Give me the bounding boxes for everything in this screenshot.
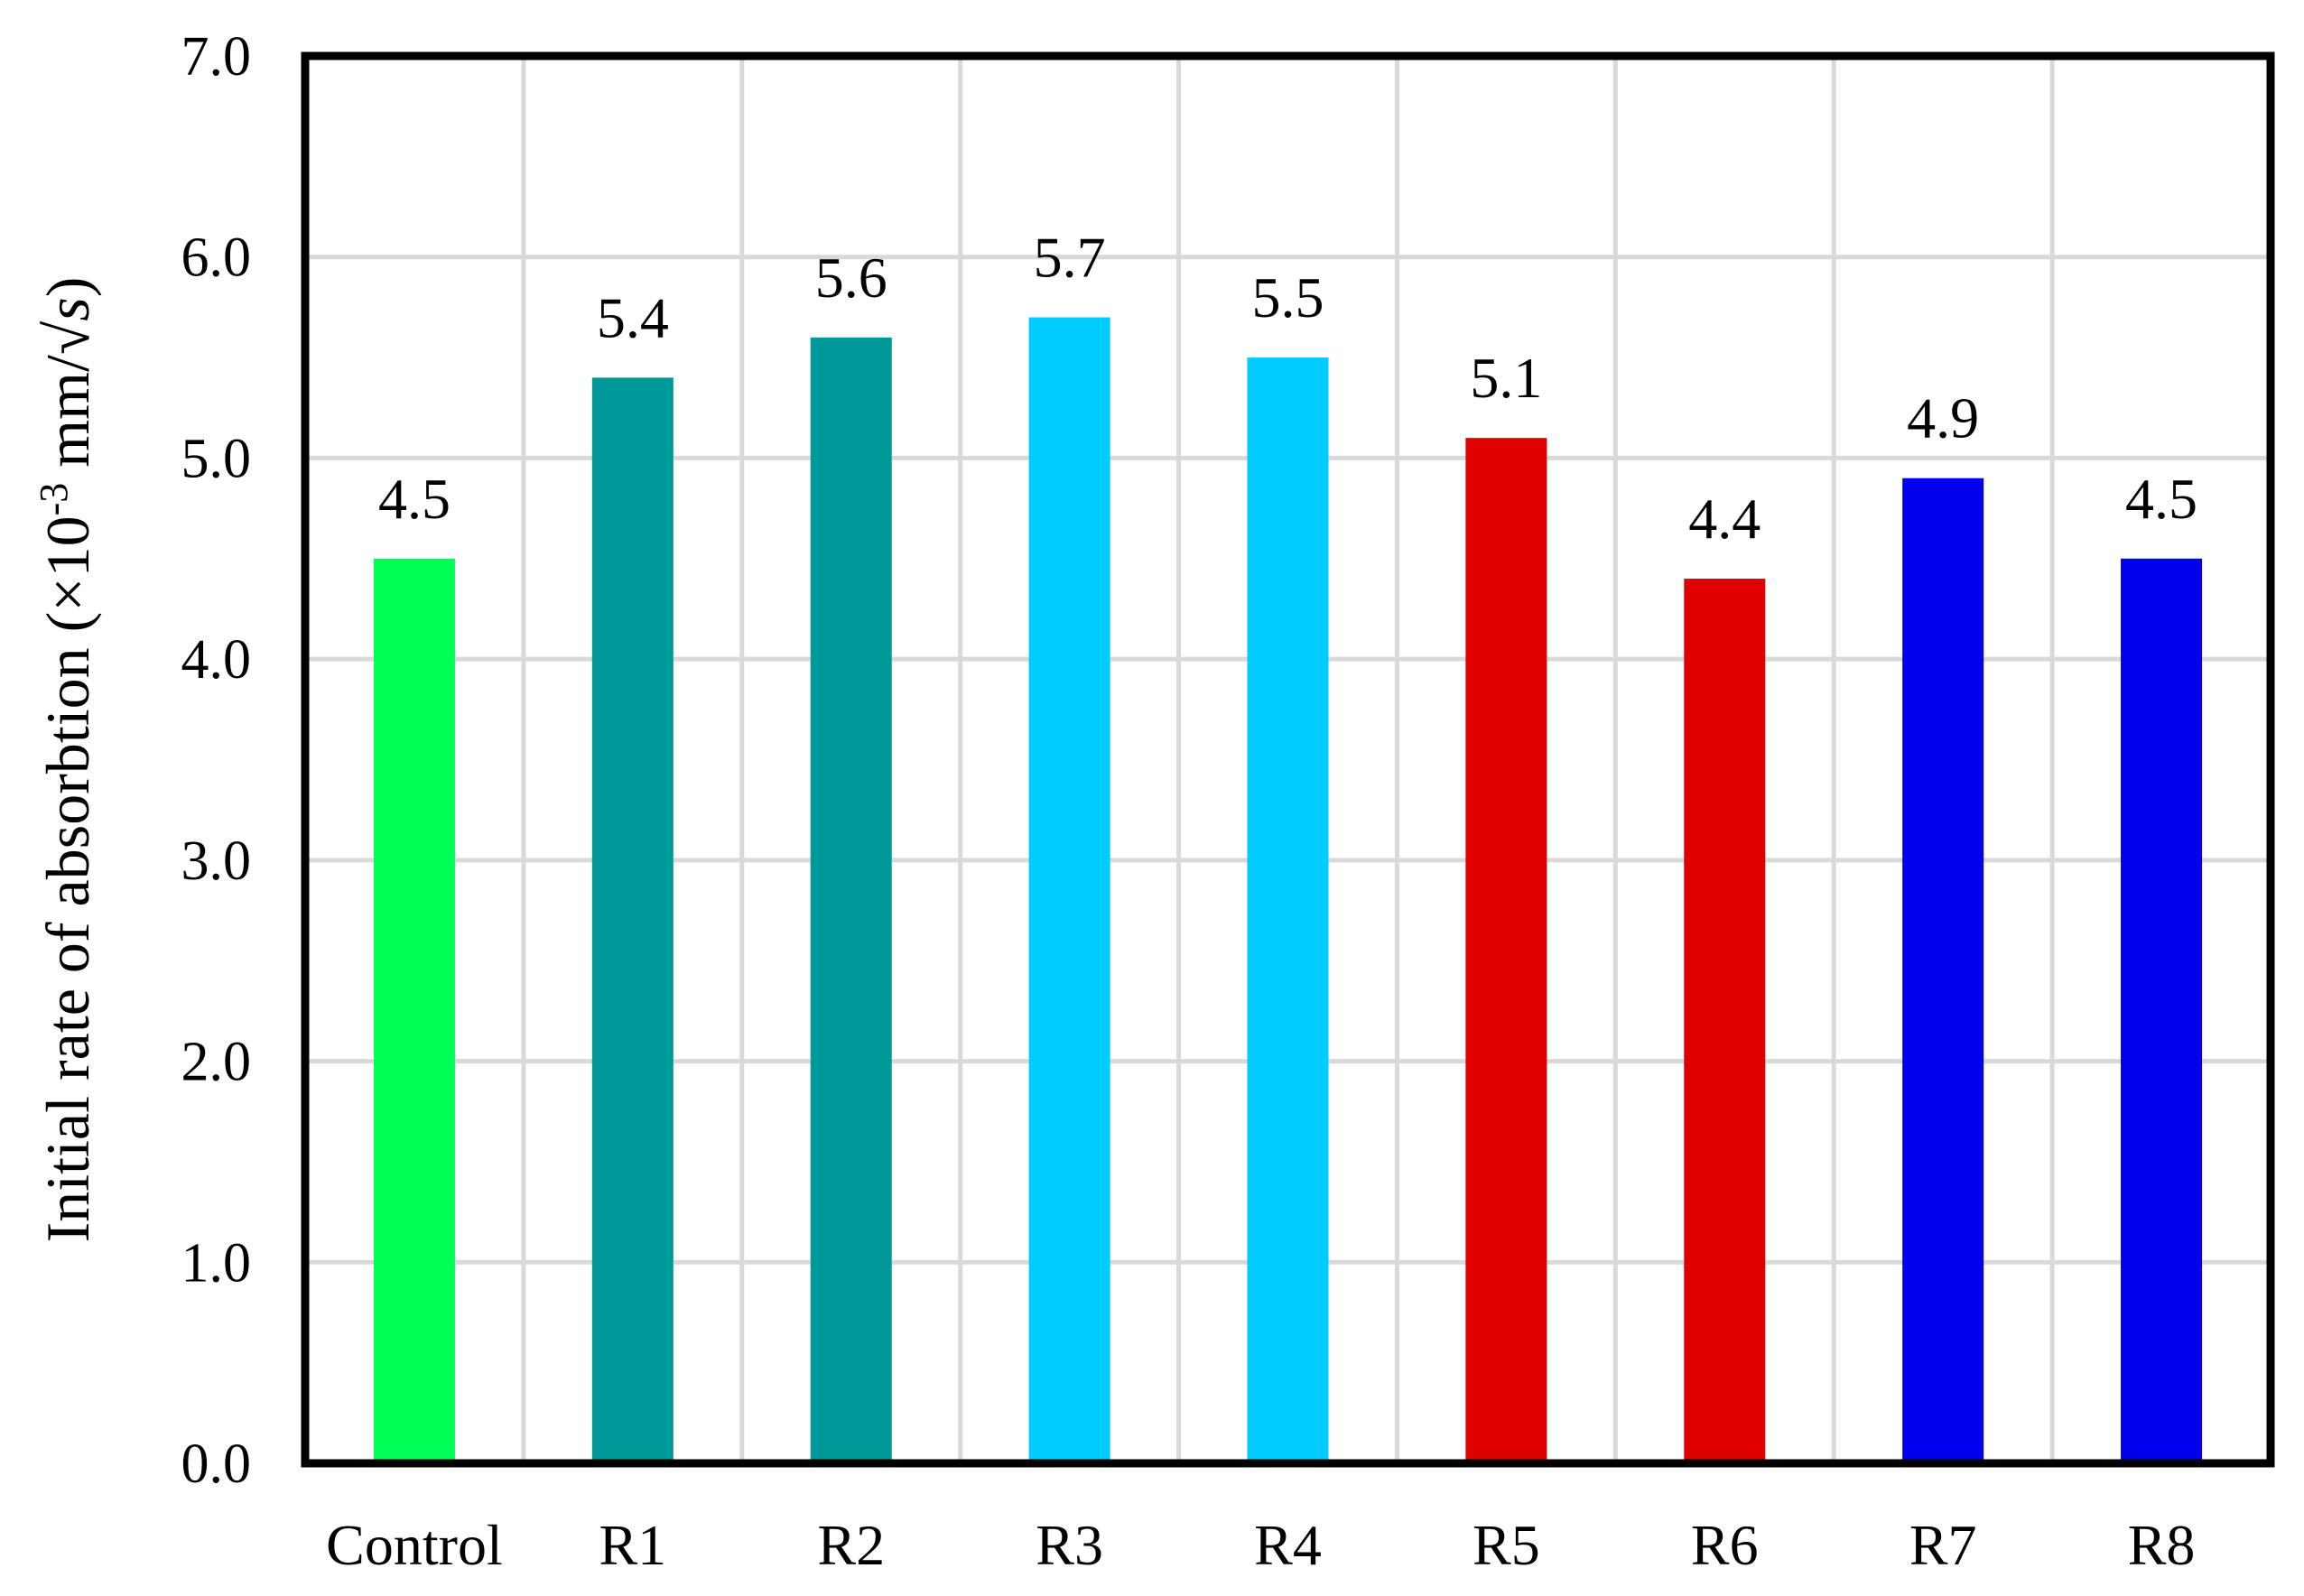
- data-labels: 4.5 5.4 5.6 5.7 5.5 5.1 4.4 4.9 4.5: [378, 226, 2197, 552]
- y-axis-title: Initial rate of absorbtion (×10-3 mm/√s): [32, 277, 103, 1243]
- plot-frame: [301, 51, 2275, 1468]
- x-tick-label-r5: R5: [1473, 1513, 1540, 1577]
- bar-r3: [1028, 317, 1110, 1463]
- x-tick-label-r6: R6: [1691, 1513, 1759, 1577]
- data-label-r4: 5.5: [1252, 265, 1324, 329]
- y-tick-labels: 0.0 1.0 2.0 3.0 4.0 5.0 6.0 7.0: [181, 26, 252, 1495]
- y-axis-title-superscript: -3: [32, 483, 76, 516]
- y-tick-label: 2.0: [181, 1032, 252, 1093]
- x-tick-label-r1: R1: [599, 1513, 666, 1577]
- y-axis-title-suffix: mm/√: [33, 320, 102, 483]
- bars: [373, 317, 2203, 1464]
- x-tick-labels: Control R1 R2 R3 R4 R5 R6 R7 R8: [326, 1513, 2195, 1577]
- y-tick-label: 1.0: [181, 1232, 252, 1294]
- bar-r1: [591, 377, 674, 1463]
- bar-r4: [1247, 357, 1329, 1464]
- data-label-control: 4.5: [378, 467, 451, 531]
- data-label-r7: 4.9: [1907, 386, 1979, 450]
- data-label-r6: 4.4: [1688, 487, 1761, 551]
- x-tick-label-r8: R8: [2128, 1513, 2196, 1577]
- data-label-r3: 5.7: [1034, 226, 1106, 290]
- data-label-r5: 5.1: [1470, 346, 1542, 410]
- y-tick-label: 5.0: [181, 428, 252, 489]
- x-tick-label-r4: R4: [1254, 1513, 1322, 1577]
- y-axis-title-italic: s: [33, 297, 102, 320]
- data-label-r2: 5.6: [815, 246, 887, 310]
- x-tick-label-control: Control: [326, 1513, 503, 1577]
- x-tick-label-r7: R7: [1909, 1513, 1977, 1577]
- y-tick-label: 6.0: [181, 227, 252, 289]
- x-tick-label-r3: R3: [1036, 1513, 1103, 1577]
- y-axis-title-close: ): [33, 277, 102, 298]
- data-label-r1: 5.4: [597, 285, 669, 349]
- bar-r7: [1902, 478, 1984, 1464]
- bar-r2: [810, 337, 892, 1463]
- bar-r6: [1684, 579, 1766, 1463]
- bar-control: [373, 558, 455, 1463]
- y-tick-label: 0.0: [181, 1434, 252, 1495]
- bar-r5: [1465, 438, 1547, 1464]
- bar-r8: [2121, 558, 2203, 1463]
- y-axis-title-prefix: Initial rate of absorbtion (×10: [33, 515, 102, 1242]
- y-tick-label: 3.0: [181, 830, 252, 892]
- data-label-r8: 4.5: [2125, 467, 2197, 531]
- y-tick-label: 4.0: [181, 629, 252, 691]
- y-tick-label: 7.0: [181, 26, 252, 88]
- x-tick-label-r2: R2: [817, 1513, 885, 1577]
